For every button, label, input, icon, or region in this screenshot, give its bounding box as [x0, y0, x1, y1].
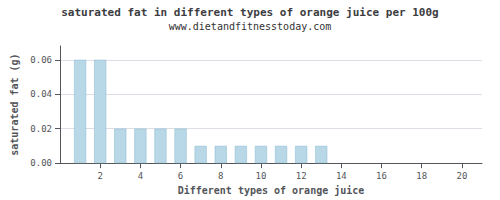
svg-text:0.04: 0.04	[30, 89, 52, 99]
svg-text:16: 16	[376, 171, 387, 181]
svg-text:18: 18	[416, 171, 427, 181]
svg-text:www.dietandfitnesstoday.com: www.dietandfitnesstoday.com	[169, 21, 332, 32]
svg-text:0.00: 0.00	[30, 158, 52, 168]
svg-text:Different types of orange juic: Different types of orange juice	[178, 185, 365, 196]
svg-text:12: 12	[296, 171, 307, 181]
svg-text:0.06: 0.06	[30, 55, 52, 65]
svg-text:0.02: 0.02	[30, 124, 52, 134]
svg-text:4: 4	[138, 171, 143, 181]
svg-text:20: 20	[456, 171, 467, 181]
svg-text:saturated fat in different typ: saturated fat in different types of oran…	[61, 6, 439, 19]
svg-text:saturated fat (g): saturated fat (g)	[9, 53, 20, 155]
svg-text:2: 2	[97, 171, 102, 181]
svg-text:8: 8	[218, 171, 223, 181]
svg-text:6: 6	[178, 171, 183, 181]
svg-text:14: 14	[336, 171, 347, 181]
svg-text:10: 10	[256, 171, 267, 181]
